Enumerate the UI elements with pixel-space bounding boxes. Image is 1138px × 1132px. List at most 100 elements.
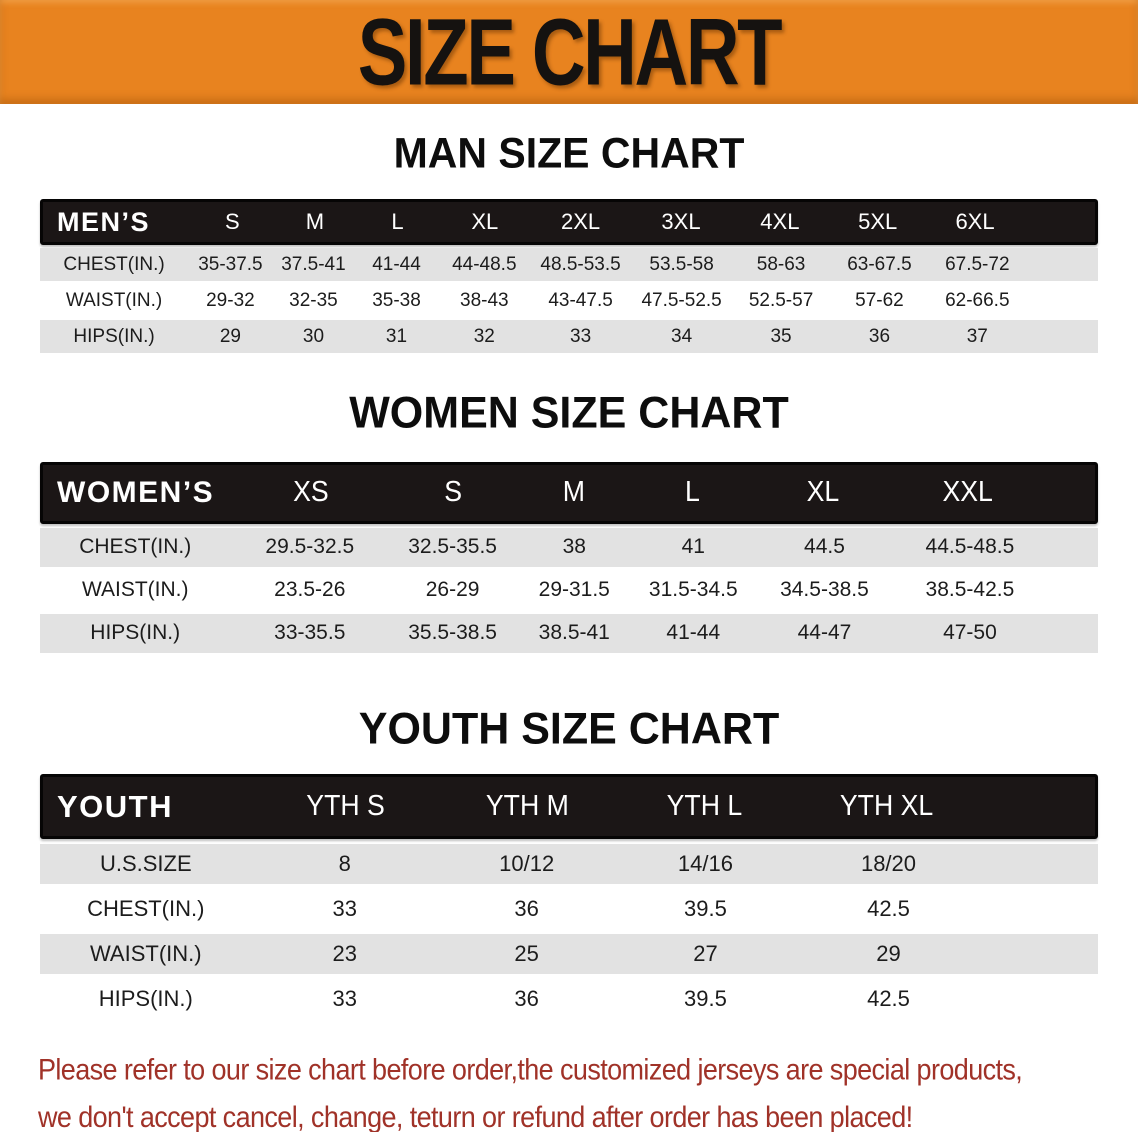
- row-label: HIPS(IN.): [73, 325, 155, 347]
- size-cell: 35.5-38.5: [408, 621, 497, 645]
- column-header: L: [685, 476, 701, 509]
- size-cell: 30: [302, 325, 325, 347]
- youth-size-section: YOUTH SIZE CHART YOUTH YTH S YTH M YTH L YTH…: [0, 703, 1138, 1020]
- column-header: YTH L: [666, 790, 743, 823]
- table-row: WAIST(IN.) 29-32 32-35 35-38 38-43 43-47.5 47.…: [40, 284, 1098, 318]
- size-cell: 8: [338, 851, 351, 877]
- row-label: WAIST(IN.): [89, 941, 202, 967]
- column-header: XL: [471, 209, 499, 235]
- size-cell: 39.5: [684, 896, 727, 922]
- size-cell: 32: [473, 325, 495, 347]
- table-header-row: YOUTH YTH S YTH M YTH L YTH XL: [40, 774, 1098, 840]
- size-cell: 38: [562, 535, 586, 559]
- size-cell: 33: [332, 896, 357, 922]
- youth-size-chart-heading: YOUTH SIZE CHART: [358, 703, 780, 754]
- row-label: CHEST(IN.): [87, 896, 205, 922]
- table-row: CHEST(IN.) 29.5-32.5 32.5-35.5 38 41 44.5 44.5…: [40, 527, 1098, 567]
- size-cell: 63-67.5: [847, 253, 912, 275]
- column-header: YTH S: [306, 790, 386, 823]
- column-header: 5XL: [858, 209, 898, 235]
- size-cell: 48.5-53.5: [540, 253, 621, 275]
- column-header: 3XL: [661, 209, 701, 235]
- size-cell: 52.5-57: [748, 289, 814, 311]
- size-cell: 38.5-41: [538, 621, 610, 645]
- size-cell: 26-29: [425, 578, 480, 602]
- table-corner-label: MEN’S: [57, 206, 151, 237]
- size-cell: 39.5: [684, 986, 727, 1012]
- column-header: M: [563, 476, 586, 509]
- size-cell: 42.5: [867, 986, 910, 1012]
- women-size-table: WOMEN’S XS S M L XL XXL CHEST(IN.) 29.5-32.5 32.5…: [40, 461, 1098, 653]
- column-header: 6XL: [955, 209, 995, 235]
- size-cell: 62-66.5: [945, 289, 1010, 311]
- size-cell: 31: [385, 325, 408, 347]
- size-cell: 57-62: [855, 289, 904, 311]
- size-cell: 67.5-72: [945, 253, 1010, 275]
- size-cell: 47.5-52.5: [641, 289, 722, 311]
- size-cell: 36: [514, 986, 539, 1012]
- row-label: CHEST(IN.): [63, 253, 165, 275]
- size-cell: 29: [876, 941, 901, 967]
- table-row: HIPS(IN.) 33 36 39.5 42.5: [40, 979, 1098, 1020]
- size-cell: 44.5-48.5: [925, 535, 1015, 559]
- size-cell: 35-37.5: [198, 253, 263, 275]
- size-cell: 53.5-58: [649, 253, 714, 275]
- footnote: Please refer to our size chart before or…: [38, 1046, 1138, 1132]
- table-row: CHEST(IN.) 33 36 39.5 42.5: [40, 889, 1098, 930]
- size-cell: 32-35: [289, 289, 338, 311]
- size-cell: 58-63: [756, 253, 806, 275]
- table-corner-label: WOMEN’S: [57, 475, 215, 509]
- table-row: HIPS(IN.) 29 30 31 32 33 34 35 36 37: [40, 320, 1098, 354]
- size-cell: 31.5-34.5: [648, 578, 738, 602]
- size-cell: 44-48.5: [452, 253, 517, 275]
- column-header: S: [225, 209, 240, 235]
- column-header: YTH XL: [839, 790, 934, 823]
- size-cell: 44-47: [797, 621, 852, 645]
- table-corner-label: YOUTH: [57, 788, 173, 824]
- size-cell: 36: [514, 896, 539, 922]
- row-label: WAIST(IN.): [65, 289, 163, 311]
- size-cell: 44.5: [804, 535, 845, 559]
- size-cell: 42.5: [867, 896, 910, 922]
- size-cell: 37.5-41: [281, 253, 346, 275]
- size-cell: 41-44: [372, 253, 421, 275]
- table-header-row: WOMEN’S XS S M L XL XXL: [40, 461, 1098, 524]
- size-chart-banner: SIZE CHART: [0, 0, 1138, 104]
- banner-title: SIZE CHART: [357, 0, 783, 105]
- size-cell: 47-50: [943, 621, 997, 645]
- man-size-table: MEN’S S M L XL 2XL 3XL 4XL 5XL 6XL CHEST(IN.) 35-37…: [40, 199, 1098, 354]
- row-label: WAIST(IN.): [81, 578, 189, 602]
- row-label: CHEST(IN.): [79, 535, 192, 559]
- size-cell: 38-43: [460, 289, 509, 311]
- youth-size-table: YOUTH YTH S YTH M YTH L YTH XL U.S.SIZE 8 10/12…: [40, 774, 1098, 1020]
- size-cell: 34.5-38.5: [780, 578, 869, 602]
- size-cell: 23.5-26: [274, 578, 346, 602]
- man-size-section: MAN SIZE CHART MEN’S S M L XL 2XL 3XL 4XL 5XL 6XL…: [0, 130, 1138, 354]
- table-row: U.S.SIZE 8 10/12 14/16 18/20: [40, 844, 1098, 885]
- size-cell: 36: [868, 325, 891, 347]
- table-row: CHEST(IN.) 35-37.5 37.5-41 41-44 44-48.5 48.5…: [40, 248, 1098, 282]
- women-size-section: WOMEN SIZE CHART WOMEN’S XS S M L XL XXL CHEST(…: [0, 388, 1138, 653]
- table-row: HIPS(IN.) 33-35.5 35.5-38.5 38.5-41 41-44 44-…: [40, 613, 1098, 653]
- size-cell: 33-35.5: [274, 621, 346, 645]
- column-header: XL: [806, 476, 840, 509]
- row-label: HIPS(IN.): [90, 621, 181, 645]
- table-row: WAIST(IN.) 23 25 27 29: [40, 934, 1098, 975]
- size-cell: 38.5-42.5: [925, 578, 1015, 602]
- women-size-chart-heading: WOMEN SIZE CHART: [349, 388, 789, 439]
- row-label: U.S.SIZE: [99, 851, 192, 877]
- column-header: YTH M: [485, 790, 569, 823]
- column-header: L: [391, 209, 404, 235]
- column-header: M: [305, 209, 325, 235]
- size-cell: 10/12: [499, 851, 555, 877]
- size-cell: 29.5-32.5: [265, 535, 355, 559]
- size-cell: 23: [332, 941, 357, 967]
- size-cell: 41: [681, 535, 705, 559]
- size-cell: 29-31.5: [538, 578, 610, 602]
- size-cell: 37: [966, 325, 988, 347]
- size-cell: 25: [514, 941, 539, 967]
- footnote-line-1: Please refer to our size chart before or…: [38, 1053, 1023, 1087]
- column-header: XS: [293, 476, 330, 509]
- size-cell: 35-38: [372, 289, 421, 311]
